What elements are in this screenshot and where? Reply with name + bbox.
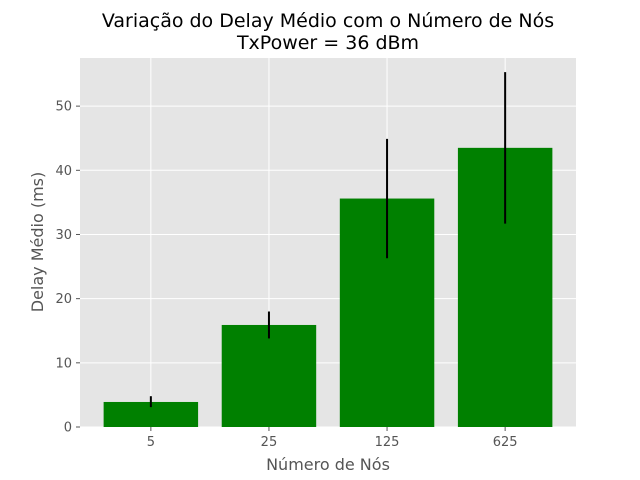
y-axis-label: Delay Médio (ms)	[28, 172, 47, 313]
x-tick-label: 125	[375, 435, 400, 450]
y-tick-label: 20	[55, 292, 72, 307]
x-tick-label: 625	[493, 435, 518, 450]
y-tick-label: 0	[64, 421, 72, 436]
y-tick-label: 40	[55, 164, 72, 179]
y-axis-ticks: 0 10 20 30 40 50	[55, 100, 80, 436]
chart-subtitle: TxPower = 36 dBm	[236, 32, 419, 54]
x-tick-label: 25	[261, 435, 278, 450]
y-tick-label: 30	[55, 228, 72, 243]
bar-25	[221, 324, 317, 427]
x-axis-ticks: 5 25 125 625	[147, 427, 518, 450]
y-tick-label: 10	[55, 356, 72, 371]
error-bars	[149, 72, 507, 408]
x-axis-label: Número de Nós	[266, 455, 390, 474]
x-tick-label: 5	[147, 435, 155, 450]
chart-title: Variação do Delay Médio com o Número de …	[102, 10, 554, 32]
y-tick-label: 50	[55, 100, 72, 115]
